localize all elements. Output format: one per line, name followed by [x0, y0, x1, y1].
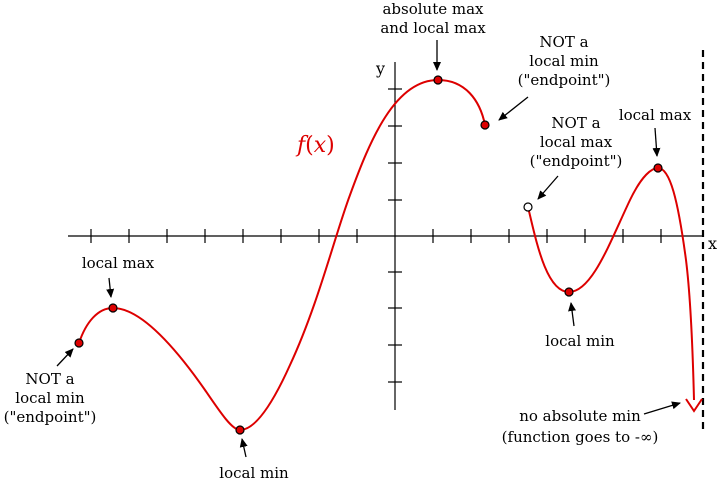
middle-local-min-point [235, 425, 245, 435]
x-axis-label: x [708, 234, 717, 253]
svg-text:("endpoint"): ("endpoint") [530, 152, 623, 170]
arrow-icon [498, 96, 529, 121]
svg-text:local max: local max [619, 106, 692, 124]
svg-text:and local max: and local max [380, 19, 486, 37]
annotation-left-endpoint-not-min: NOT a local min ("endpoint") [4, 348, 97, 426]
annotation-right-local-max: local max [619, 106, 692, 157]
svg-text:local max: local max [540, 133, 613, 151]
arrow-icon [568, 302, 577, 327]
x-axis: x [68, 229, 717, 253]
svg-text:local min: local min [219, 464, 289, 482]
curve-points [74, 75, 663, 435]
down-arrow-icon [685, 398, 703, 413]
svg-text:local max: local max [82, 254, 155, 272]
svg-text:absolute max: absolute max [382, 0, 484, 18]
arrow-icon [56, 348, 74, 367]
curve-segment-left [78, 78, 486, 432]
svg-text:("endpoint"): ("endpoint") [518, 71, 611, 89]
svg-text:local min: local min [545, 332, 615, 350]
annotation-no-absolute-min: no absolute min (function goes to -∞) [502, 401, 681, 446]
svg-text:NOT a: NOT a [25, 370, 74, 388]
arrow-icon [106, 277, 115, 298]
x-axis-ticks [90, 229, 662, 243]
arrow-icon [643, 401, 681, 415]
right-closed-endpoint-point [480, 120, 490, 130]
svg-text:local min: local min [529, 52, 599, 70]
absolute-max-point [433, 75, 443, 85]
svg-text:("endpoint"): ("endpoint") [4, 408, 97, 426]
right-local-max-point [653, 163, 663, 173]
arrow-icon [652, 127, 661, 157]
annotation-middle-local-min: local min [219, 438, 289, 482]
svg-text:(function goes to -∞): (function goes to -∞) [502, 428, 659, 446]
left-endpoint-point [74, 338, 84, 348]
svg-text:local min: local min [15, 389, 85, 407]
svg-text:NOT a: NOT a [551, 114, 600, 132]
annotation-left-local-max: local max [82, 254, 155, 298]
y-axis-label: y [375, 59, 385, 78]
svg-text:no absolute min: no absolute min [519, 407, 641, 425]
annotation-absolute-max: absolute max and local max [380, 0, 486, 71]
y-axis-ticks [388, 88, 402, 383]
annotation-open-endpoint-not-max: NOT a local max ("endpoint") [530, 114, 623, 200]
arrow-icon [537, 175, 559, 200]
curve-segment-right [527, 166, 695, 401]
open-endpoint-point [523, 202, 533, 212]
svg-text:NOT a: NOT a [539, 33, 588, 51]
arrow-icon [239, 438, 248, 458]
annotation-right-endpoint-not-min: NOT a local min ("endpoint") [498, 33, 611, 121]
left-local-max-point [108, 303, 118, 313]
right-local-min-point [564, 287, 574, 297]
function-label: f(x) [295, 133, 335, 158]
annotation-right-local-min: local min [545, 302, 615, 350]
y-axis: y [375, 59, 402, 410]
